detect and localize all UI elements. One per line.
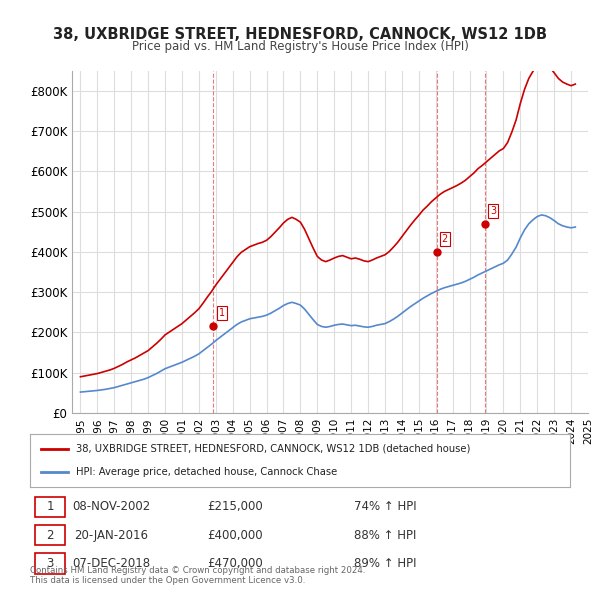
Text: 38, UXBRIDGE STREET, HEDNESFORD, CANNOCK, WS12 1DB (detached house): 38, UXBRIDGE STREET, HEDNESFORD, CANNOCK… (76, 444, 470, 454)
Text: 89% ↑ HPI: 89% ↑ HPI (354, 557, 416, 570)
Text: Price paid vs. HM Land Registry's House Price Index (HPI): Price paid vs. HM Land Registry's House … (131, 40, 469, 53)
Text: £470,000: £470,000 (208, 557, 263, 570)
Text: 20-JAN-2016: 20-JAN-2016 (74, 529, 148, 542)
Text: 3: 3 (490, 206, 496, 216)
FancyBboxPatch shape (35, 553, 65, 573)
Text: 2: 2 (442, 234, 448, 244)
Text: 38, UXBRIDGE STREET, HEDNESFORD, CANNOCK, WS12 1DB: 38, UXBRIDGE STREET, HEDNESFORD, CANNOCK… (53, 27, 547, 41)
Text: Contains HM Land Registry data © Crown copyright and database right 2024.
This d: Contains HM Land Registry data © Crown c… (30, 566, 365, 585)
Text: 2: 2 (46, 529, 54, 542)
Text: HPI: Average price, detached house, Cannock Chase: HPI: Average price, detached house, Cann… (76, 467, 337, 477)
Text: 1: 1 (218, 309, 224, 319)
Text: 74% ↑ HPI: 74% ↑ HPI (354, 500, 416, 513)
FancyBboxPatch shape (35, 525, 65, 545)
Text: 08-NOV-2002: 08-NOV-2002 (72, 500, 150, 513)
Text: 3: 3 (46, 557, 53, 570)
Text: 07-DEC-2018: 07-DEC-2018 (72, 557, 150, 570)
Text: 88% ↑ HPI: 88% ↑ HPI (354, 529, 416, 542)
Text: 1: 1 (46, 500, 54, 513)
Text: £400,000: £400,000 (208, 529, 263, 542)
FancyBboxPatch shape (35, 497, 65, 517)
Text: £215,000: £215,000 (208, 500, 263, 513)
